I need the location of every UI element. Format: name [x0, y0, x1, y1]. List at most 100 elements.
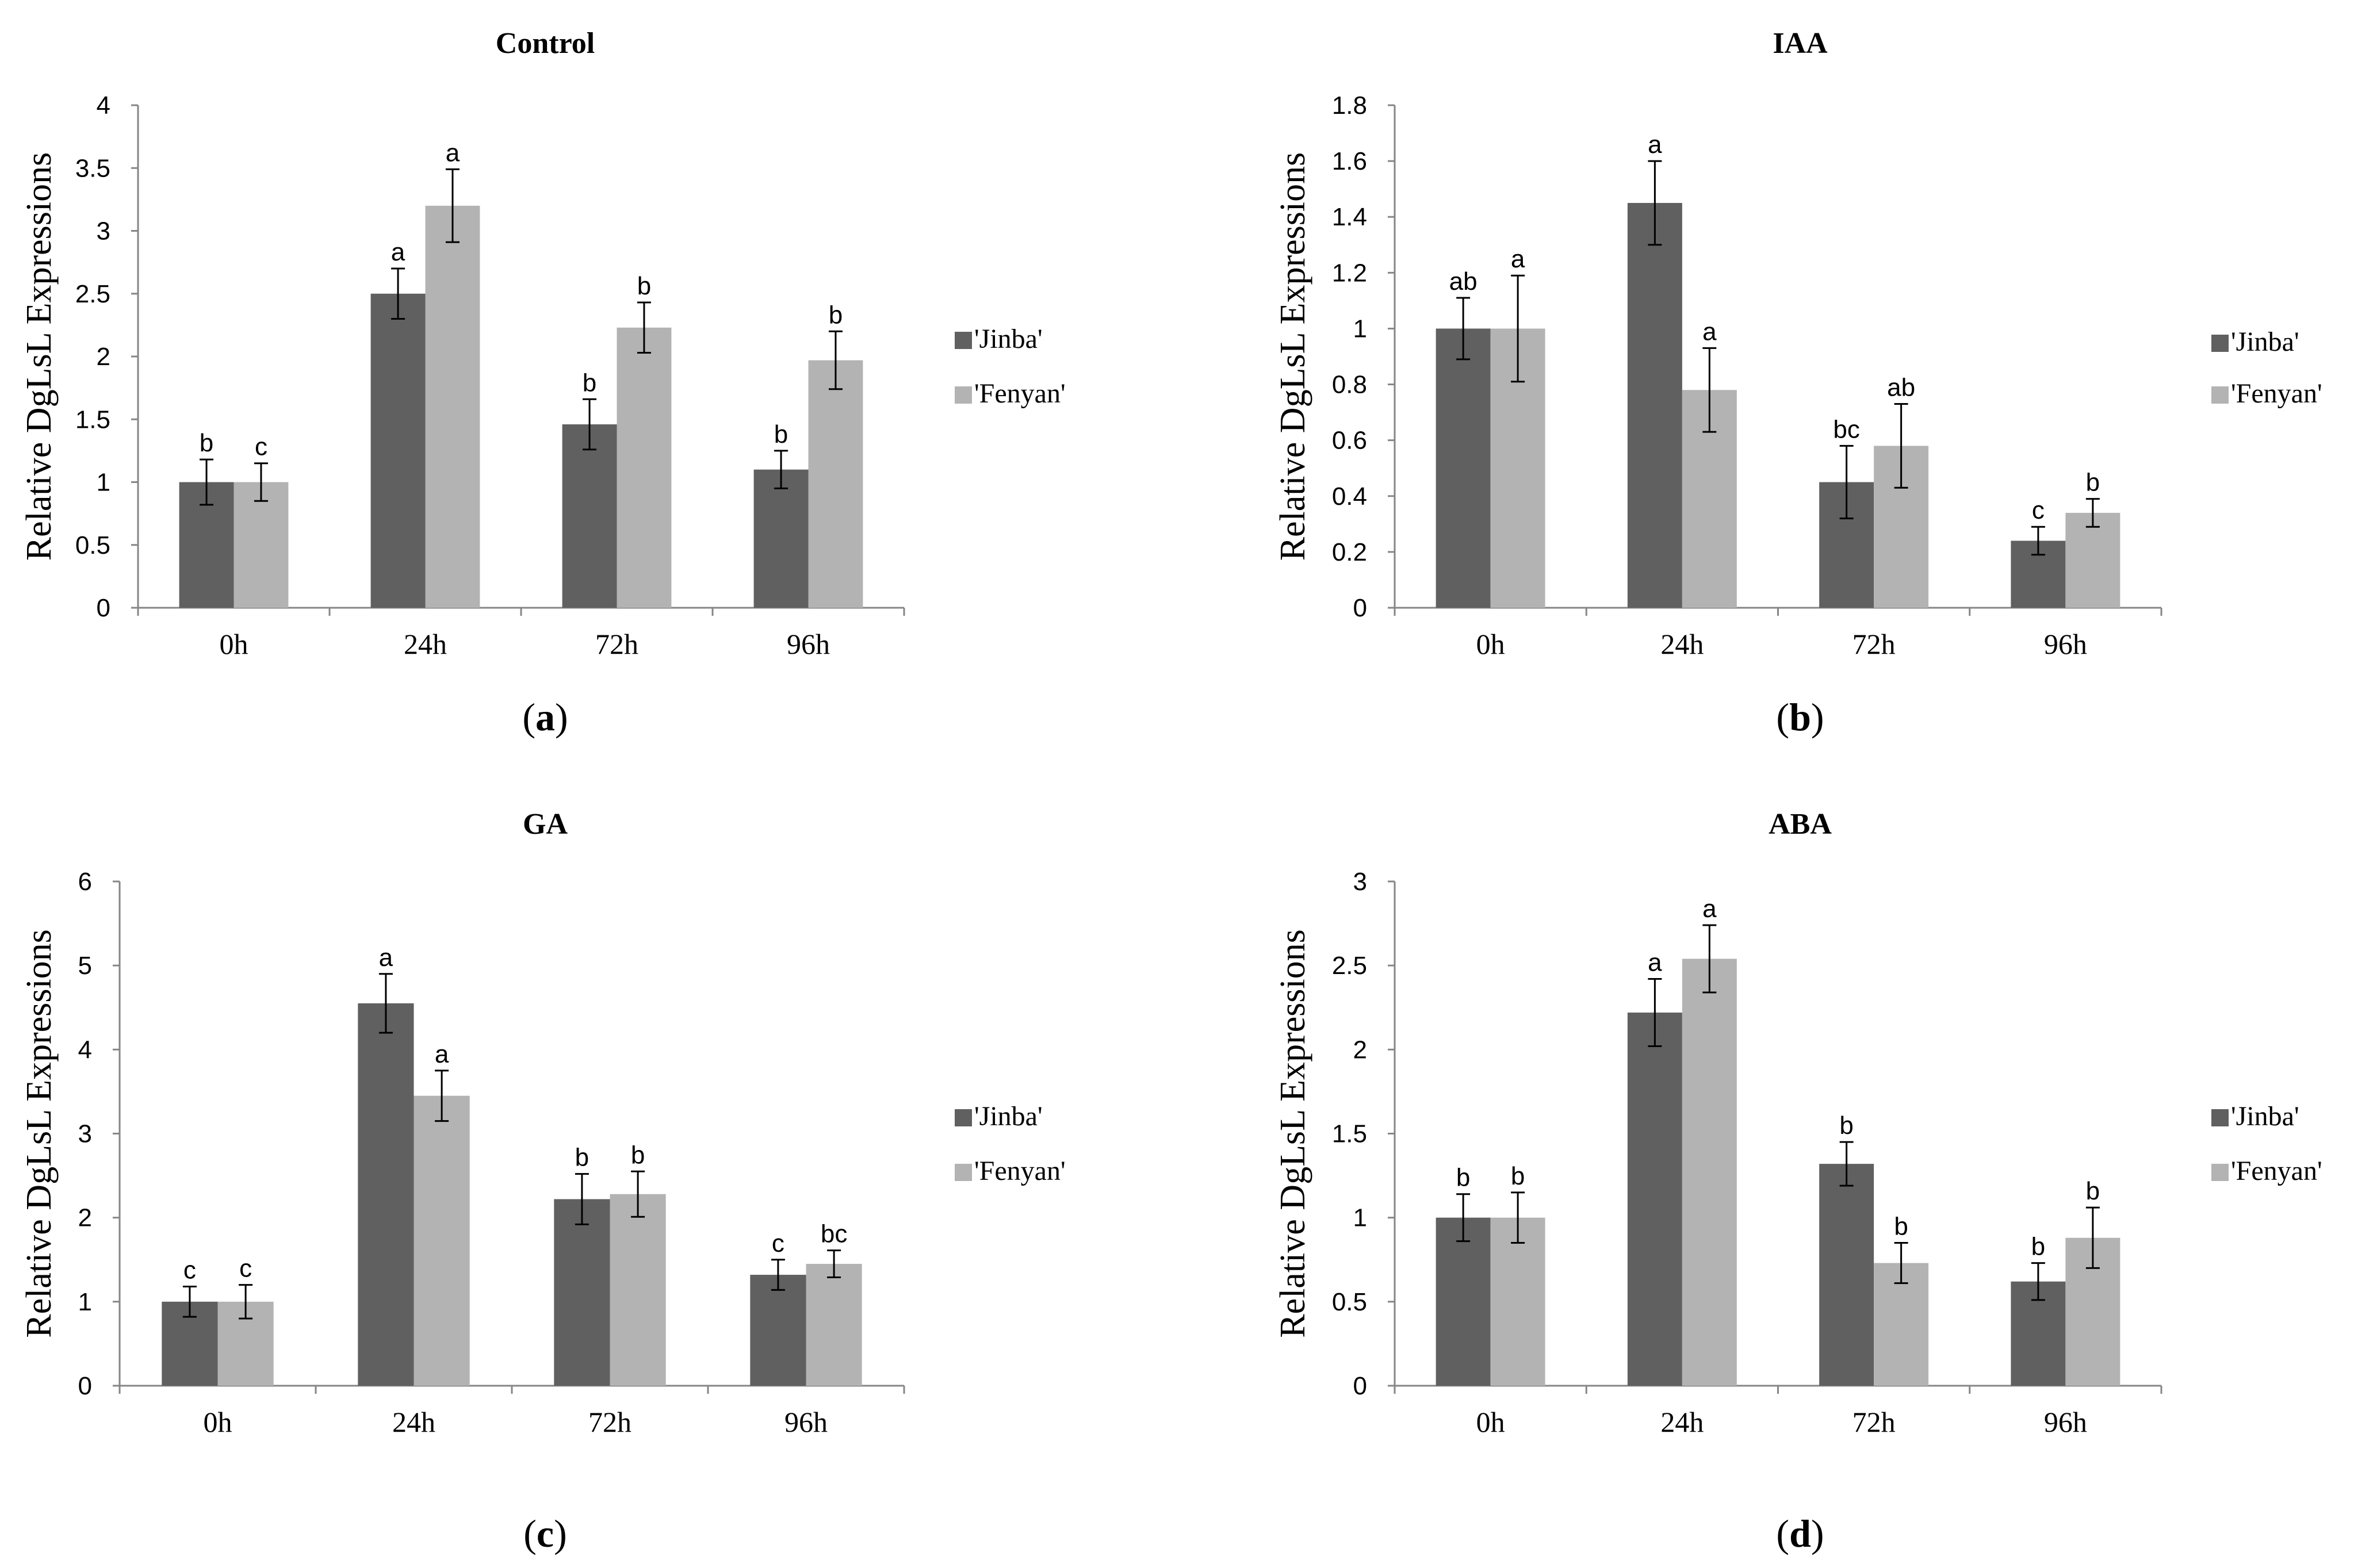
y-tick-label: 0	[1353, 594, 1367, 622]
legend-swatch-fenyan	[955, 1164, 972, 1181]
legend-label-jinba: 'Jinba'	[2231, 327, 2299, 357]
x-tick-label: 72h	[595, 628, 638, 660]
chart-panel-3: ABA Relative DgLsL Expressions 0 0.5 1 1.5 2 2.…	[1273, 808, 2322, 1555]
y-tick-label: 2.5	[1332, 952, 1367, 980]
significance-label: b	[1894, 1213, 1908, 1241]
significance-label: a	[446, 139, 460, 167]
significance-label: b	[1511, 1162, 1525, 1190]
x-tick-label: 24h	[1660, 628, 1704, 660]
y-tick-label: 0	[78, 1372, 92, 1400]
y-tick-label: 4	[78, 1036, 92, 1064]
y-tick-label: 3	[1353, 868, 1367, 896]
legend-label-jinba: 'Jinba'	[974, 324, 1043, 354]
legend-label-jinba: 'Jinba'	[2231, 1101, 2299, 1132]
significance-label: a	[435, 1040, 449, 1068]
y-tick-label: 2	[1353, 1036, 1367, 1064]
significance-label: b	[2031, 1233, 2045, 1261]
significance-label: c	[2032, 496, 2045, 524]
bar-jinba-0h	[1436, 1217, 1491, 1386]
y-tick-label: 3	[97, 217, 110, 246]
y-axis-label: Relative DgLsL Expressions	[20, 152, 59, 561]
chart-title: IAA	[1773, 27, 1828, 60]
significance-label: b	[2086, 1177, 2100, 1205]
significance-label: a	[1648, 949, 1662, 977]
y-tick-label: 0	[1353, 1372, 1367, 1400]
legend-swatch-fenyan	[2211, 386, 2229, 404]
x-tick-label: 96h	[2044, 628, 2087, 660]
bar-jinba-96h	[753, 469, 809, 608]
panel-label: (a)	[522, 695, 568, 739]
y-tick-label: 4	[97, 91, 110, 120]
bar-fenyan-72h	[610, 1194, 666, 1386]
bar-jinba-24h	[1627, 202, 1682, 608]
x-tick-label: 72h	[1852, 628, 1896, 660]
y-tick-label: 1.4	[1332, 203, 1367, 231]
significance-label: a	[391, 238, 405, 266]
significance-label: ab	[1449, 267, 1478, 296]
bar-jinba-72h	[562, 424, 617, 608]
legend-label-fenyan: 'Fenyan'	[974, 378, 1066, 409]
panel-label-letter: c	[537, 1512, 554, 1555]
bar-fenyan-24h	[1682, 959, 1737, 1386]
x-tick-label: 24h	[1660, 1406, 1704, 1438]
legend-label-fenyan: 'Fenyan'	[2231, 1156, 2322, 1186]
bar-fenyan-96h	[806, 1264, 862, 1386]
panel-label-letter: b	[1789, 695, 1811, 739]
bar-fenyan-96h	[808, 360, 863, 608]
significance-label: a	[1648, 131, 1662, 159]
significance-label: b	[631, 1141, 645, 1169]
y-tick-label: 1.5	[1332, 1120, 1367, 1148]
significance-label: b	[2086, 469, 2100, 497]
panel-label-open: (	[1776, 695, 1789, 739]
significance-label: b	[583, 369, 596, 397]
y-tick-label: 1.6	[1332, 147, 1367, 175]
significance-label: bc	[821, 1220, 847, 1248]
x-tick-label: 72h	[588, 1406, 631, 1438]
bar-fenyan-72h	[617, 327, 672, 608]
significance-label: ab	[1887, 374, 1915, 402]
bar-jinba-24h	[1627, 1013, 1682, 1386]
legend: 'Jinba' 'Fenyan'	[955, 1101, 1066, 1186]
panel-label-open: (	[522, 695, 535, 739]
panel-label-letter: d	[1789, 1512, 1811, 1555]
panel-label: (b)	[1776, 695, 1824, 739]
bar-fenyan-0h	[234, 482, 289, 608]
y-tick-label: 1	[1353, 1204, 1367, 1232]
y-tick-label: 3.5	[75, 154, 110, 182]
legend-swatch-fenyan	[955, 386, 972, 404]
significance-label: b	[1456, 1164, 1470, 1192]
x-tick-label: 0h	[1476, 628, 1505, 660]
y-tick-label: 6	[78, 868, 92, 896]
significance-label: a	[1511, 245, 1525, 273]
bar-jinba-0h	[1436, 328, 1491, 608]
significance-label: b	[575, 1144, 589, 1172]
panel-label: (d)	[1776, 1512, 1824, 1555]
y-tick-label: 0.5	[75, 531, 110, 559]
x-tick-label: 72h	[1852, 1406, 1896, 1438]
y-tick-label: 0.4	[1332, 482, 1367, 511]
significance-label: b	[1839, 1111, 1853, 1140]
y-axis-label: Relative DgLsL Expressions	[20, 929, 59, 1338]
y-tick-label: 0	[97, 594, 110, 622]
significance-label: a	[379, 944, 393, 972]
significance-label: a	[1702, 895, 1717, 923]
significance-label: bc	[1833, 415, 1859, 443]
x-tick-label: 0h	[1476, 1406, 1505, 1438]
bar-fenyan-24h	[414, 1095, 470, 1386]
bar-jinba-72h	[1819, 1164, 1874, 1386]
significance-label: b	[200, 429, 213, 457]
bar-jinba-72h	[554, 1199, 610, 1386]
panel-label: (c)	[523, 1512, 567, 1555]
legend-label-jinba: 'Jinba'	[974, 1101, 1043, 1132]
y-axis-label: Relative DgLsL Expressions	[1273, 152, 1312, 561]
y-tick-label: 2	[78, 1204, 92, 1232]
y-tick-label: 5	[78, 952, 92, 980]
y-tick-label: 1.8	[1332, 91, 1367, 120]
y-tick-label: 0.2	[1332, 538, 1367, 566]
y-tick-label: 2	[97, 343, 110, 371]
y-tick-label: 1	[1353, 315, 1367, 343]
significance-label: b	[637, 272, 651, 300]
panel-label-open: (	[523, 1512, 537, 1555]
significance-label: c	[772, 1229, 784, 1258]
significance-label: b	[829, 301, 843, 329]
